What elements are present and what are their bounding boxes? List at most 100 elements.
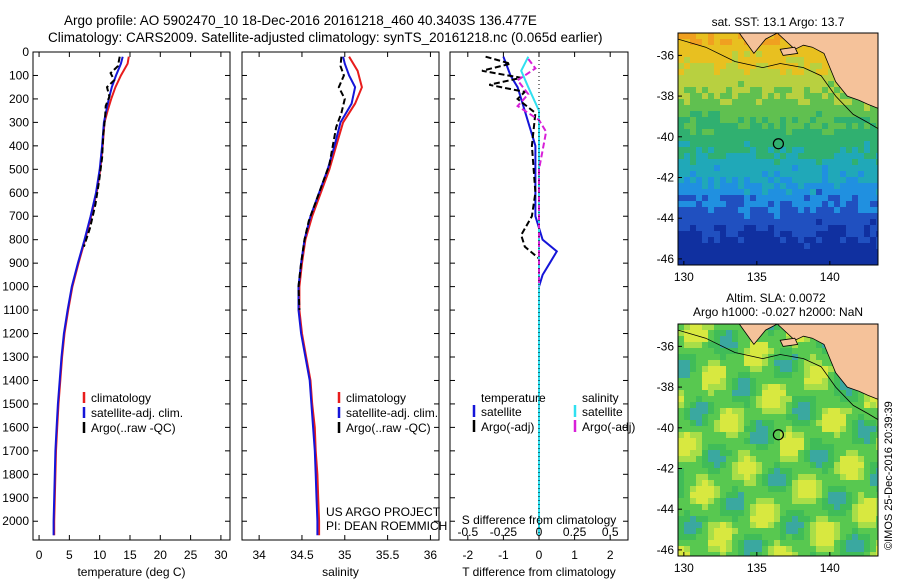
y-tick-label: 100 [9,68,29,82]
series-line-0 [298,56,363,536]
figure-title-line2: Climatology: CARS2009. Satellite-adjuste… [48,30,603,45]
y-tick-label: 1400 [2,373,29,387]
s-diff-axis-label: S difference from climatology [462,513,617,527]
y-tick-label: 1300 [2,350,29,364]
sla-argo-marker [772,429,784,441]
sal-legend-label-0: climatology [346,391,406,405]
x-tick-label: -2 [462,548,473,562]
y-tick-label: 300 [9,115,29,129]
sst-x-tick-label: 135 [747,270,767,284]
x-tick-label: 0 [36,548,43,562]
y-tick-label: 200 [9,92,29,106]
y-tick-label: 1100 [3,303,29,317]
sst-y-tick-label: -46 [657,252,675,266]
series-line-0 [502,56,559,536]
y-tick-label: 0 [22,45,29,59]
y-tick-label: 1900 [2,491,29,505]
x-tick-label: 35.5 [376,548,400,562]
series-line-1 [481,55,540,260]
sla-frame [677,323,879,557]
x-tick-label: 36 [424,548,438,562]
y-tick-label: 400 [9,139,29,153]
temperature-panel: 0 5 10 15 20 25 300100200300400500600700800900… [2,45,231,579]
series-line-1 [52,56,124,536]
sla-y-tick-label: -38 [657,380,675,394]
sla-y-tick-label: -36 [657,339,675,353]
sla-y-tick-label: -42 [657,461,675,475]
sst-y-tick-label: -40 [657,130,675,144]
sla-y-tick-label: -44 [657,502,675,516]
x-tick-label: 35 [338,548,352,562]
x-tick-label: -1 [498,548,509,562]
temp-legend-label-0: climatology [91,391,151,405]
series-line-3 [516,58,548,287]
x-tick-label: 15 [123,548,137,562]
sst-y-tick-label: -42 [657,170,675,184]
diff-legend-label-3: salinity [582,391,619,405]
sla-y-tick-label: -40 [657,421,675,435]
sla-isobath [678,329,878,420]
s-diff-tick-label: 0.25 [563,525,587,539]
s-diff-tick-label: 0.5 [602,525,619,539]
diff-legend-label-1: satellite [481,405,522,419]
sla-map-title-1: Altim. SLA: 0.0072 [726,291,826,305]
y-tick-label: 1600 [2,420,29,434]
x-tick-label: 34 [252,548,266,562]
sst-argo-marker [772,138,784,150]
sla-x-tick-label: 140 [820,561,840,575]
x-axis-label: salinity [322,565,359,579]
y-tick-label: 1000 [2,280,29,294]
figure-title-line1: Argo profile: AO 5902470_10 18-Dec-2016 … [64,13,537,28]
sla-x-tick-label: 130 [674,561,694,575]
temp-legend-label-2: Argo(..raw -QC) [91,421,176,435]
series-line-0 [53,56,130,536]
s-diff-tick-label: -0.5 [457,525,478,539]
sst-y-tick-label: -38 [657,89,675,103]
sla-island [779,337,799,347]
sst-y-tick-label: -44 [657,211,675,225]
plot-frame [241,51,440,541]
diff-legend-label-4: satellite [582,405,623,419]
sla-land [738,324,878,400]
x-tick-label: 20 [154,548,168,562]
series-line-2 [520,56,540,536]
x-tick-label: 1 [571,548,578,562]
imos-timestamp: ©IMOS 25-Dec-2016 20:39:39 [883,401,895,550]
y-tick-label: 800 [9,233,29,247]
x-axis-label: temperature (deg C) [77,565,185,579]
x-tick-label: 10 [93,548,107,562]
salinity-panel: 34 34.5 35 35.5 36 salinity climatologysatelli… [241,51,447,579]
sla-map-panel: 130 135 140 -36 -38 -40 -42 -44 -46 Altim. SLA: 0… [657,291,879,575]
diff-legend-label-0: temperature [481,391,546,405]
y-tick-label: 1800 [2,467,29,481]
sst-x-tick-label: 140 [820,270,840,284]
sst-map-title: sat. SST: 13.1 Argo: 13.7 [712,15,845,29]
x-tick-label: 5 [66,548,73,562]
sst-island [779,46,799,56]
y-tick-label: 600 [9,186,29,200]
diff-legend-label-5: Argo(-adj) [582,420,635,434]
sal-legend-label-2: Argo(..raw -QC) [346,421,431,435]
plot-frame [32,51,231,541]
sla-map-title-2: Argo h1000: -0.027 h2000: NaN [693,305,863,319]
y-tick-label: 700 [9,209,29,223]
series-line-2 [297,56,346,311]
y-tick-label: 900 [9,256,29,270]
y-tick-label: 1200 [2,327,29,341]
x-tick-label: 25 [184,548,198,562]
series-line-2 [82,56,121,248]
x-axis-label: T difference from climatology [462,565,616,579]
x-tick-label: 0 [536,548,543,562]
s-diff-tick-label: -0.25 [490,525,518,539]
project-annotation-1: PI: DEAN ROEMMICH [326,519,447,533]
y-tick-label: 1500 [2,397,29,411]
temp-legend-label-1: satellite-adj. clim. [91,406,183,420]
sst-x-tick-label: 130 [674,270,694,284]
x-tick-label: 30 [214,548,228,562]
difference-panel: -2 -1 0 1 2 T difference from climatology -0.5… [449,51,635,579]
sst-map-panel: 130 135 140 -36 -38 -40 -42 -44 -46 sat. SST: 13.… [657,15,879,284]
sal-legend-label-1: satellite-adj. clim. [346,406,438,420]
project-annotation-0: US ARGO PROJECT [326,505,441,519]
diff-legend-label-2: Argo(-adj) [481,420,534,434]
